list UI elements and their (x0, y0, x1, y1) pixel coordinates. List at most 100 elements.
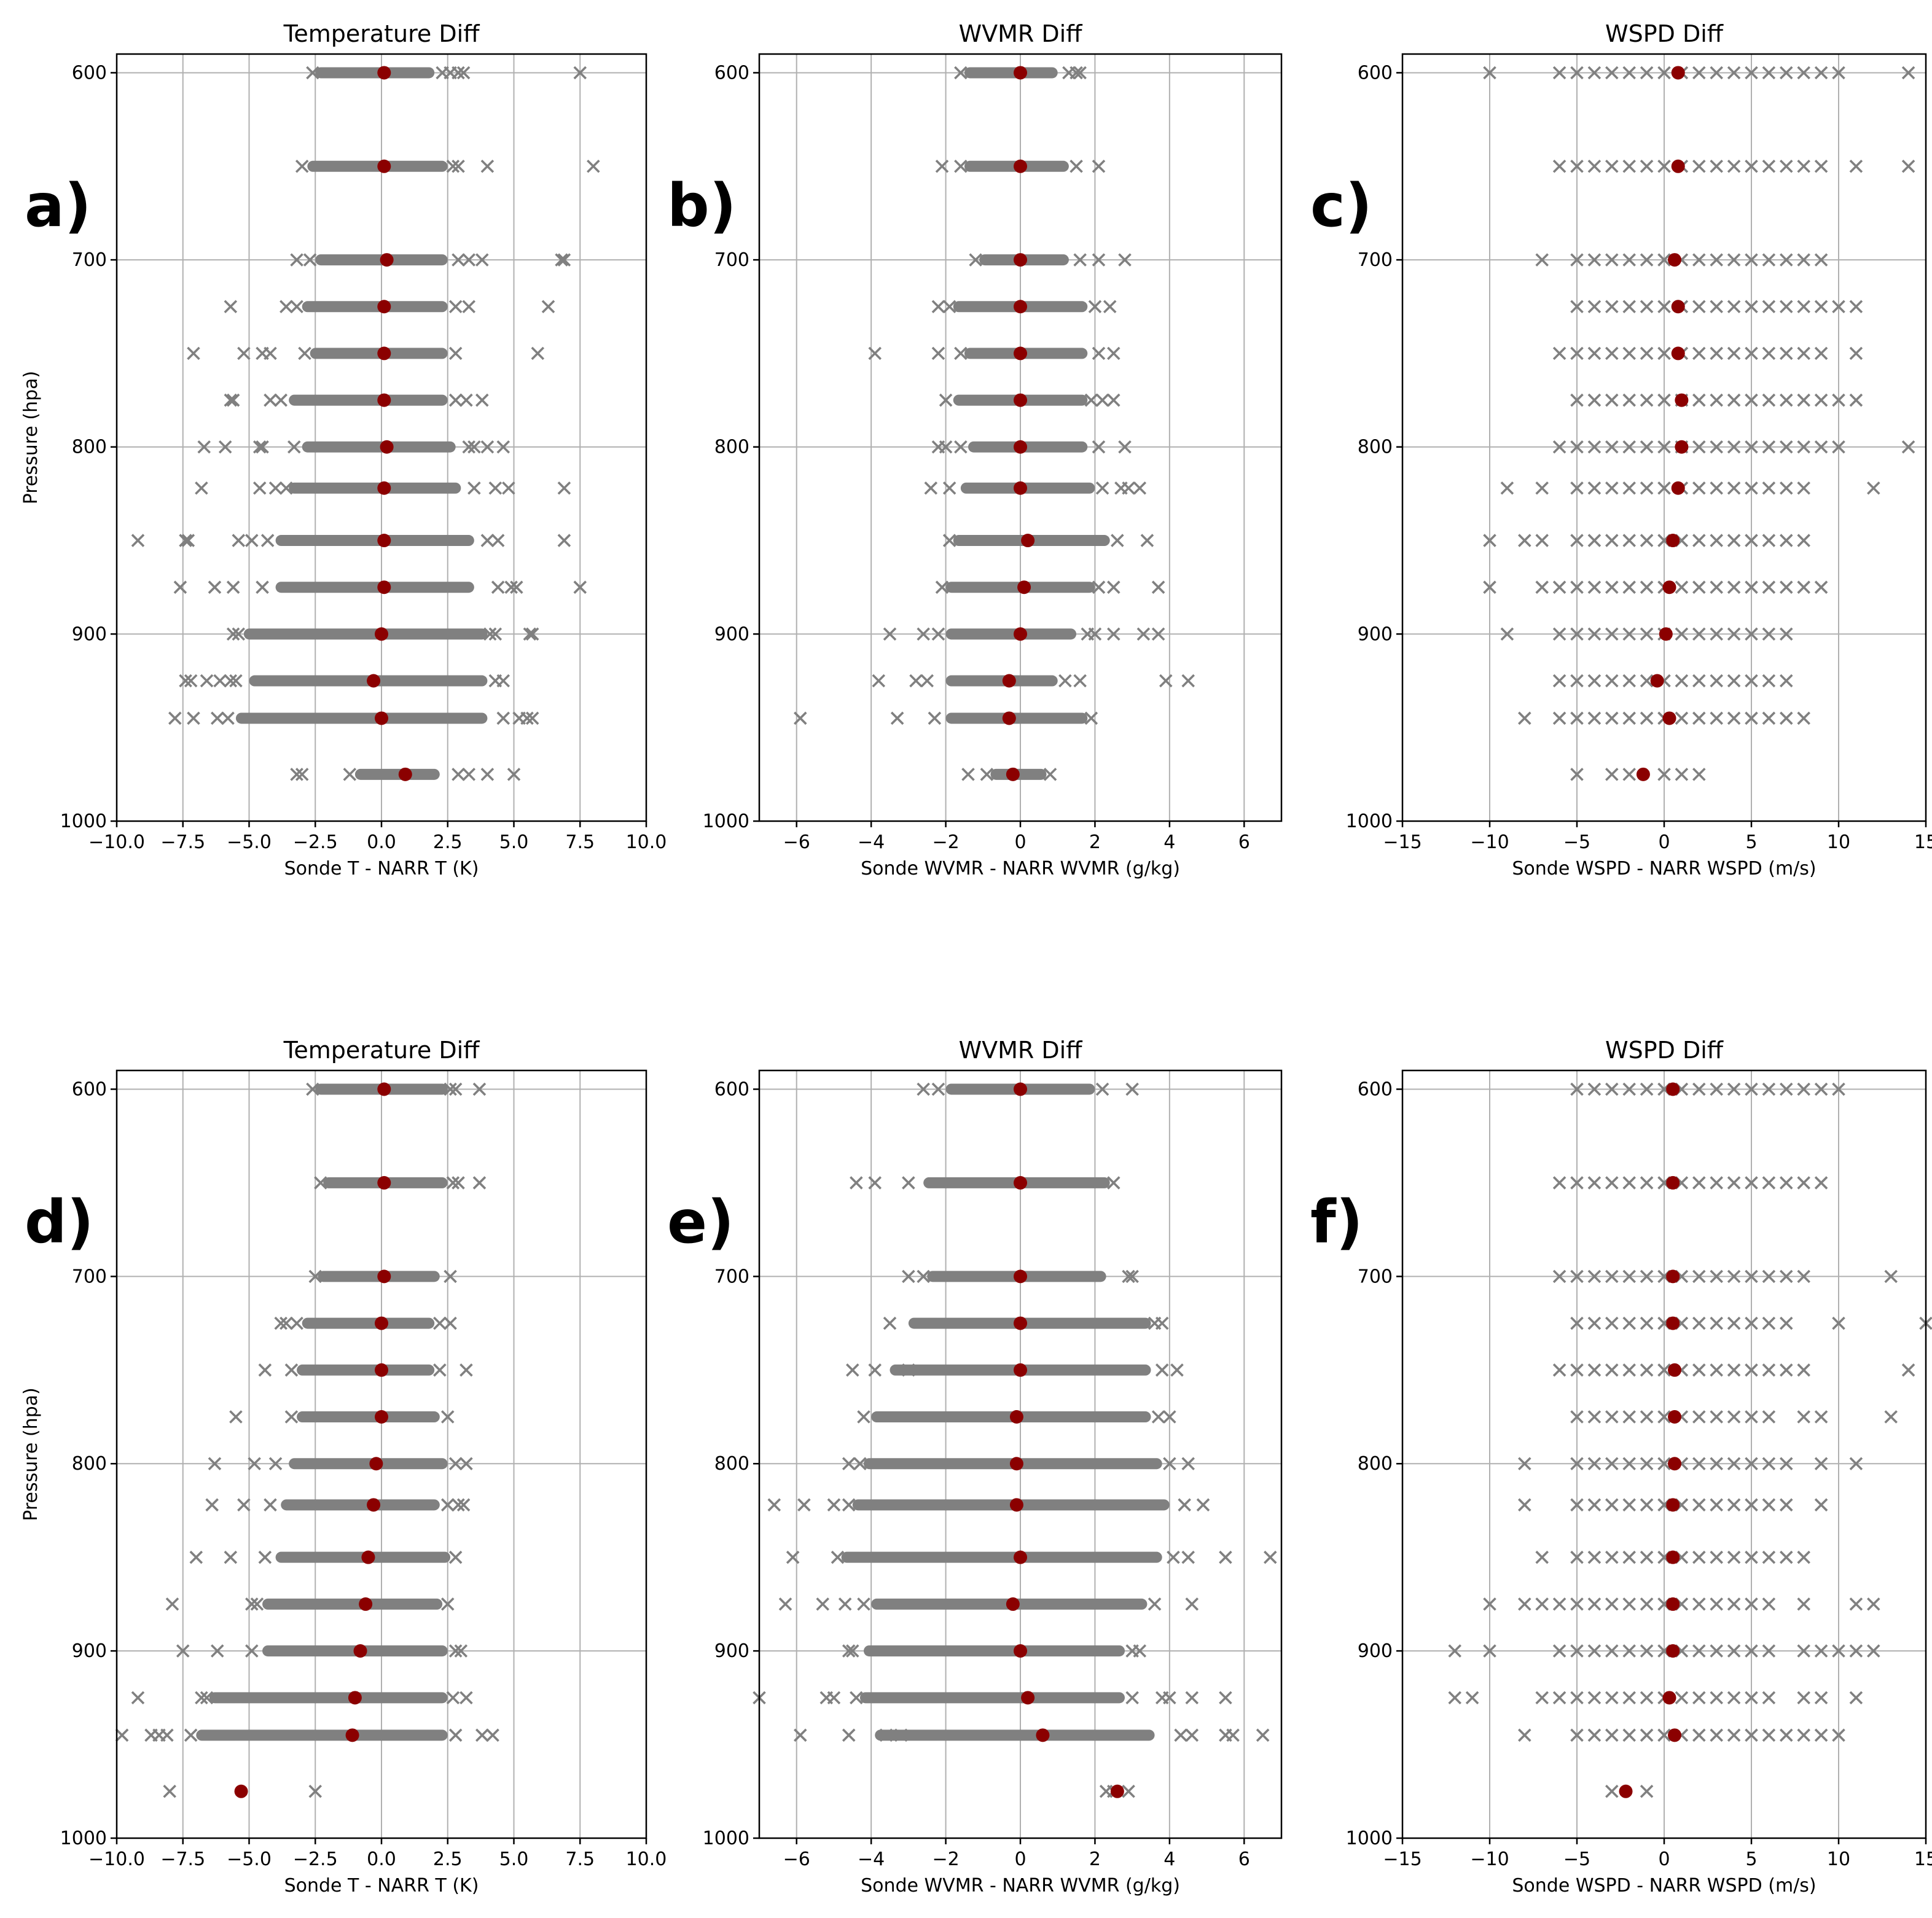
panel-e-mean-9 (1006, 1597, 1020, 1611)
panel-a-point-0-3 (452, 66, 465, 80)
panel-a-point-13-0 (290, 768, 303, 781)
panel-b-band-12 (945, 712, 1088, 724)
panel-c-point-3-13 (1797, 300, 1810, 314)
panel-f-mean-4 (1668, 1363, 1682, 1377)
panel-f-point-6-15 (1849, 1457, 1863, 1471)
panel-c-point-11-2 (1587, 674, 1602, 688)
panel-f-point-9-1 (1518, 1597, 1531, 1611)
panel-b-point-4-1 (931, 346, 945, 361)
panel-c-point-1-16 (1849, 160, 1863, 173)
panel-e-point-8-1 (831, 1550, 845, 1564)
panel-d-point-6-0 (208, 1457, 222, 1471)
panel-c-point-10-8 (1675, 627, 1689, 641)
panel-d-point-9-3 (440, 1597, 455, 1611)
panel-f-point-10-4 (1587, 1644, 1602, 1658)
panel-f-mean-8 (1666, 1550, 1680, 1564)
panel-e-ytick-label-0: 600 (714, 1078, 749, 1100)
panel-c-point-0-5 (1622, 66, 1636, 80)
panel-f-point-6-14 (1814, 1457, 1828, 1471)
panel-f-point-10-10 (1692, 1644, 1706, 1658)
panel-f-point-0-0 (1570, 1082, 1584, 1096)
panel-d-point-12-7 (486, 1728, 499, 1742)
panel-a-mean-5 (377, 393, 391, 407)
panel-c-point-12-5 (1622, 711, 1636, 725)
panel-a-point-9-2 (226, 580, 240, 594)
panel-c-point-5-3 (1622, 393, 1636, 407)
panel-b-point-11-4 (1073, 674, 1087, 688)
panel-f-point-8-4 (1622, 1550, 1636, 1564)
panel-a-point-5-6 (475, 393, 489, 407)
panel-c-point-6-14 (1797, 440, 1810, 454)
panel-f-point-3-9 (1727, 1316, 1741, 1330)
panel-f-xtick-label-3: 0 (1658, 1849, 1670, 1870)
panel-c-point-9-2 (1552, 580, 1566, 594)
panel-c-point-11-13 (1780, 674, 1793, 688)
panel-f-title: WSPD Diff (1605, 1037, 1724, 1064)
panel-b-mean-11 (1002, 674, 1016, 688)
panel-f-point-10-15 (1797, 1644, 1810, 1658)
panel-d-point-7-0 (205, 1498, 219, 1512)
panel-c-point-4-16 (1849, 346, 1863, 361)
panel-c-point-5-15 (1832, 393, 1845, 407)
panel-c-mean-12 (1662, 711, 1676, 725)
panel-f-point-3-11 (1762, 1316, 1776, 1330)
panel-b-point-0-0 (954, 66, 968, 80)
panel-e-point-7-0 (767, 1498, 781, 1512)
panel-f-point-6-0 (1518, 1457, 1531, 1471)
panel-c-point-7-4 (1605, 481, 1619, 495)
panel-e-point-11-8 (1219, 1691, 1232, 1705)
panel-c-point-0-14 (1780, 66, 1793, 80)
panel-f-point-4-15 (1901, 1363, 1915, 1377)
panel-c-point-13-5 (1692, 768, 1706, 781)
panel-c-point-4-0 (1552, 346, 1566, 361)
panel-d-point-6-4 (460, 1457, 473, 1471)
panel-b-xtick-label-1: −4 (858, 832, 885, 853)
panel-a-ytick-label-3: 900 (72, 623, 107, 645)
panel-b-point-13-1 (980, 768, 994, 781)
panel-a-point-1-0 (295, 160, 309, 173)
panel-e-point-4-4 (1170, 1363, 1184, 1377)
panel-e-ytick-label-4: 1000 (703, 1828, 749, 1849)
panel-b-point-4-0 (868, 346, 882, 361)
panel-c-point-0-12 (1745, 66, 1758, 80)
panel-b-mean-10 (1014, 627, 1027, 641)
panel-d-point-1-0 (314, 1176, 327, 1190)
panel-d-point-1-2 (452, 1176, 465, 1190)
panel-f-mean-7 (1666, 1498, 1680, 1512)
panel-e-mean-2 (1014, 1269, 1027, 1284)
panel-c-point-7-1 (1535, 481, 1549, 495)
panel-a-point-7-4 (467, 481, 481, 495)
panel-c-point-13-2 (1622, 768, 1636, 781)
panel-a-point-2-4 (475, 253, 489, 267)
panel-a-point-8-1 (179, 534, 192, 547)
panel-e-point-4-2 (902, 1363, 915, 1377)
panel-a-band-8 (275, 535, 474, 547)
panel-c-ytick-label-1: 700 (1358, 249, 1393, 271)
panel-f-point-9-2 (1535, 1597, 1549, 1611)
panel-d-xtick-label-1: −7.5 (160, 1849, 205, 1870)
panel-c-point-10-13 (1762, 627, 1776, 641)
panel-b-band-11 (945, 675, 1058, 687)
panel-d-point-10-0 (176, 1644, 190, 1658)
panel-c-point-10-0 (1500, 627, 1514, 641)
panel-a-mean-4 (377, 346, 391, 361)
panel-a-point-7-7 (557, 481, 571, 495)
panel-c-point-5-8 (1710, 393, 1723, 407)
panel-f-point-1-4 (1622, 1176, 1636, 1190)
panel-f-point-13-0 (1605, 1785, 1619, 1798)
panel-b-ytick-label-2: 800 (714, 437, 749, 458)
panel-c-point-3-9 (1727, 300, 1741, 314)
panel-c-point-3-2 (1605, 300, 1619, 314)
panel-f-point-7-5 (1640, 1498, 1654, 1512)
panel-c-point-10-14 (1780, 627, 1793, 641)
panel-b-point-7-0 (924, 481, 938, 495)
panel-a-point-11-1 (184, 674, 198, 688)
panel-d-point-0-1 (444, 1082, 457, 1096)
panel-f-point-9-14 (1745, 1597, 1758, 1611)
panel-f-point-0-9 (1727, 1082, 1741, 1096)
panel-e-point-12-5 (1185, 1728, 1199, 1742)
panel-d-point-9-0 (165, 1597, 179, 1611)
panel-c-point-6-13 (1780, 440, 1793, 454)
panel-c-point-2-9 (1710, 253, 1723, 267)
panel-f-point-4-12 (1762, 1363, 1776, 1377)
